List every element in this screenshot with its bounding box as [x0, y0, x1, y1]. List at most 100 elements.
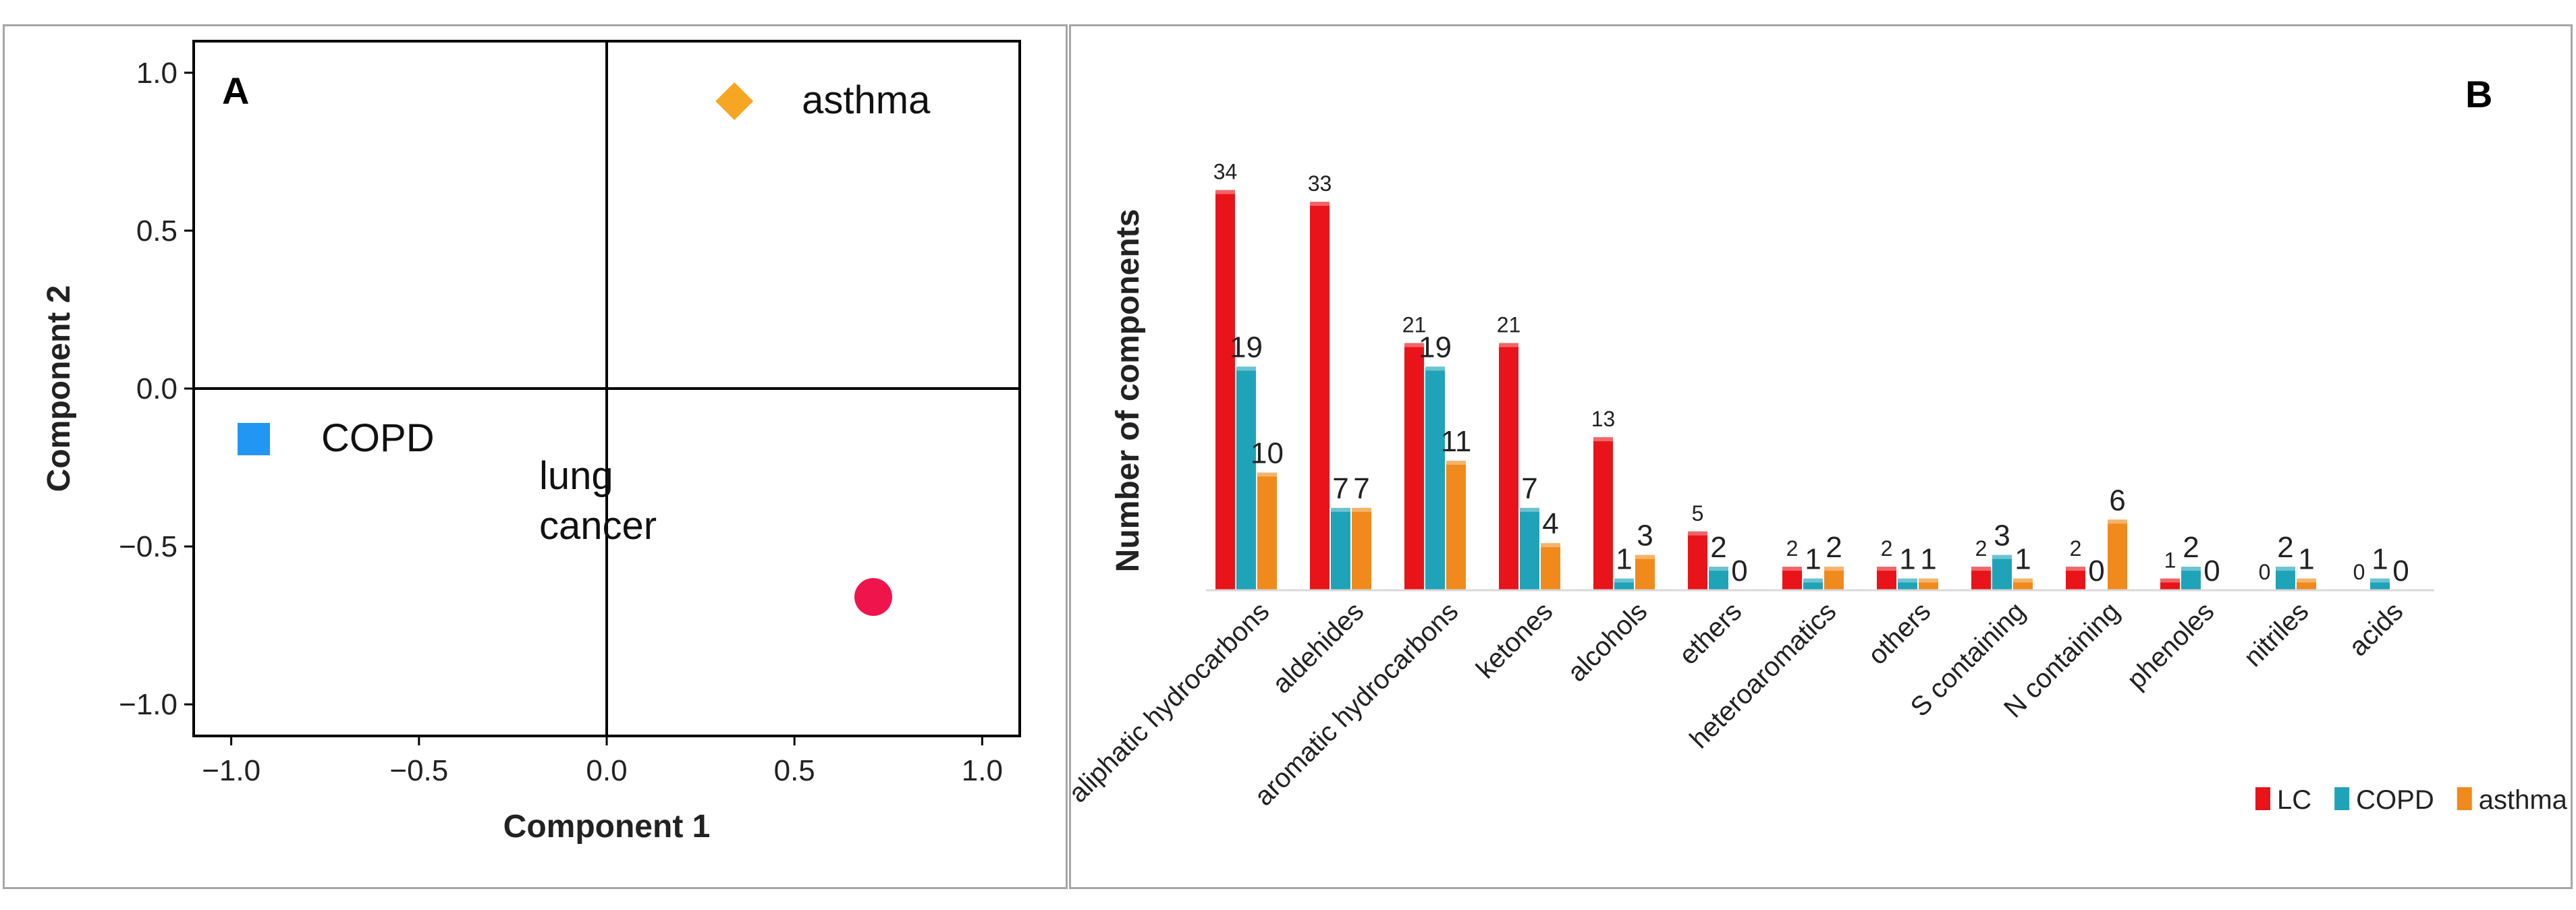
bar-asthma-nitriles [2297, 578, 2316, 590]
bar-highlight [1310, 202, 1330, 206]
panel-b-bar-chart: B 34 19 10 aliphatic hydrocarbons 33 7 7 aldehi… [1069, 24, 2573, 889]
bar-lc-n-containing [2066, 567, 2085, 590]
data-label-asthma-heteroaromatics: 2 [1826, 531, 1842, 564]
bar-copd-nitriles [2276, 567, 2295, 590]
category-label-others: others [1863, 596, 1937, 671]
legend-label-lc: LC [2277, 785, 2311, 815]
data-label-copd-aldehides: 7 [1332, 472, 1348, 505]
scatter-plot: A −1.0 −0.5 0.0 0.5 1.0 1.0 0.5 0.0 −0.5 −1.0 Comp… [41, 40, 1021, 845]
bar-highlight [1352, 507, 1371, 512]
data-label-lc-aliphatic-hydrocarbons: 34 [1213, 160, 1238, 184]
bar-highlight [2013, 578, 2033, 583]
asthma-point [715, 82, 754, 120]
legend-label-copd: COPD [2356, 785, 2434, 815]
panel-letter-a: A [222, 69, 249, 112]
bar-lc-s-containing [1971, 567, 1991, 590]
bar-asthma-ketones [1541, 543, 1560, 590]
data-label-lc-aromatic-hydrocarbons: 21 [1402, 313, 1427, 337]
data-label-lc-others: 2 [1881, 536, 1893, 561]
bar-lc-others [1877, 567, 1896, 590]
bar-copd-ketones [1520, 507, 1539, 590]
bar-copd-aromatic-hydrocarbons [1425, 366, 1445, 590]
bar-highlight [2276, 567, 2295, 571]
bar-highlight [1992, 554, 2012, 559]
bar-lc-aldehides [1310, 202, 1330, 590]
data-label-lc-s-containing: 2 [1975, 536, 1988, 561]
panel-a-scatter: A −1.0 −0.5 0.0 0.5 1.0 1.0 0.5 0.0 −0.5 −1.0 Comp… [3, 24, 1068, 889]
y-axis-title: Component 2 [41, 285, 77, 492]
data-label-copd-alcohols: 1 [1616, 543, 1632, 576]
data-label-copd-aromatic-hydrocarbons: 19 [1419, 331, 1452, 364]
category-label-alcohols: alcohols [1562, 596, 1653, 687]
data-label-asthma-ethers: 0 [1731, 554, 1747, 588]
category-label-aliphatic-hydrocarbons: aliphatic hydrocarbons [1071, 596, 1275, 808]
data-label-lc-n-containing: 2 [2070, 536, 2082, 561]
data-label-asthma-nitriles: 1 [2298, 543, 2314, 576]
category-label-acids: acids [2343, 596, 2409, 662]
legend-swatch-copd [2334, 787, 2350, 810]
bar-asthma-n-containing [2108, 519, 2127, 590]
y-tick-label: 1.0 [136, 57, 177, 90]
bar-highlight [1520, 507, 1539, 512]
copd-point [238, 422, 271, 455]
y-axis-title: Number of components [1110, 209, 1146, 573]
bar-highlight [1971, 567, 1991, 571]
bar-highlight [1331, 507, 1350, 512]
bar-highlight [1709, 567, 1728, 571]
bar-asthma-aldehides [1352, 507, 1371, 590]
category-label-nitriles: nitriles [2239, 596, 2315, 673]
bar-copd-alcohols [1614, 578, 1634, 590]
bar-copd-ethers [1709, 567, 1728, 590]
bar-copd-phenoles [2181, 567, 2201, 590]
bar-copd-heteroaromatics [1803, 578, 1823, 590]
data-label-copd-others: 1 [1899, 543, 1915, 576]
y-tick-label: 0.0 [136, 372, 177, 405]
bar-highlight [2370, 578, 2390, 583]
data-label-copd-n-containing: 0 [2088, 554, 2104, 588]
bar-highlight [1877, 567, 1896, 571]
bar-highlight [1919, 578, 1938, 583]
data-label-lc-alcohols: 13 [1591, 407, 1616, 431]
data-label-asthma-others: 1 [1920, 543, 1936, 576]
data-label-asthma-aldehides: 7 [1353, 472, 1369, 505]
bar-asthma-s-containing [2013, 578, 2033, 590]
data-label-lc-nitriles: 0 [2259, 560, 2271, 584]
bar-highlight [1782, 567, 1802, 571]
panel-letter-b: B [2465, 73, 2492, 115]
bar-copd-s-containing [1992, 554, 2012, 590]
bar-lc-alcohols [1593, 437, 1613, 590]
legend-label-asthma: asthma [2479, 785, 2568, 815]
data-label-copd-s-containing: 3 [1994, 519, 2010, 552]
data-label-asthma-acids: 0 [2392, 554, 2409, 588]
bar-highlight [2108, 519, 2127, 524]
data-label-copd-ethers: 2 [1710, 531, 1726, 564]
data-label-lc-acids: 0 [2353, 560, 2365, 584]
bar-asthma-alcohols [1635, 554, 1655, 590]
bar-copd-aldehides [1331, 507, 1350, 590]
bar-highlight [2066, 567, 2085, 571]
bar-copd-others [1898, 578, 1917, 590]
legend-swatch-lc [2255, 787, 2270, 810]
bar-copd-aliphatic-hydrocarbons [1236, 366, 1256, 590]
data-label-copd-heteroaromatics: 1 [1805, 543, 1821, 576]
bar-copd-acids [2370, 578, 2390, 590]
data-label-asthma-n-containing: 6 [2109, 484, 2125, 517]
bar-highlight [1215, 190, 1235, 194]
data-label-copd-aliphatic-hydrocarbons: 19 [1230, 331, 1263, 364]
bar-highlight [1236, 366, 1256, 371]
copd-label: COPD [321, 416, 435, 460]
data-label-asthma-aliphatic-hydrocarbons: 10 [1251, 437, 1284, 470]
bar-lc-heteroaromatics [1782, 567, 1802, 590]
bar-highlight [1425, 366, 1445, 371]
legend-swatch-asthma [2457, 787, 2472, 810]
category-label-ethers: ethers [1674, 596, 1748, 671]
x-tick-label: −1.0 [202, 754, 261, 787]
lung-cancer-point [854, 578, 893, 616]
data-label-lc-ethers: 5 [1692, 501, 1704, 525]
bar-lc-aromatic-hydrocarbons [1404, 343, 1424, 590]
asthma-label: asthma [802, 78, 931, 122]
bar-lc-ketones [1499, 343, 1518, 590]
bar-highlight [1541, 543, 1560, 548]
y-tick-label: −1.0 [119, 688, 177, 721]
